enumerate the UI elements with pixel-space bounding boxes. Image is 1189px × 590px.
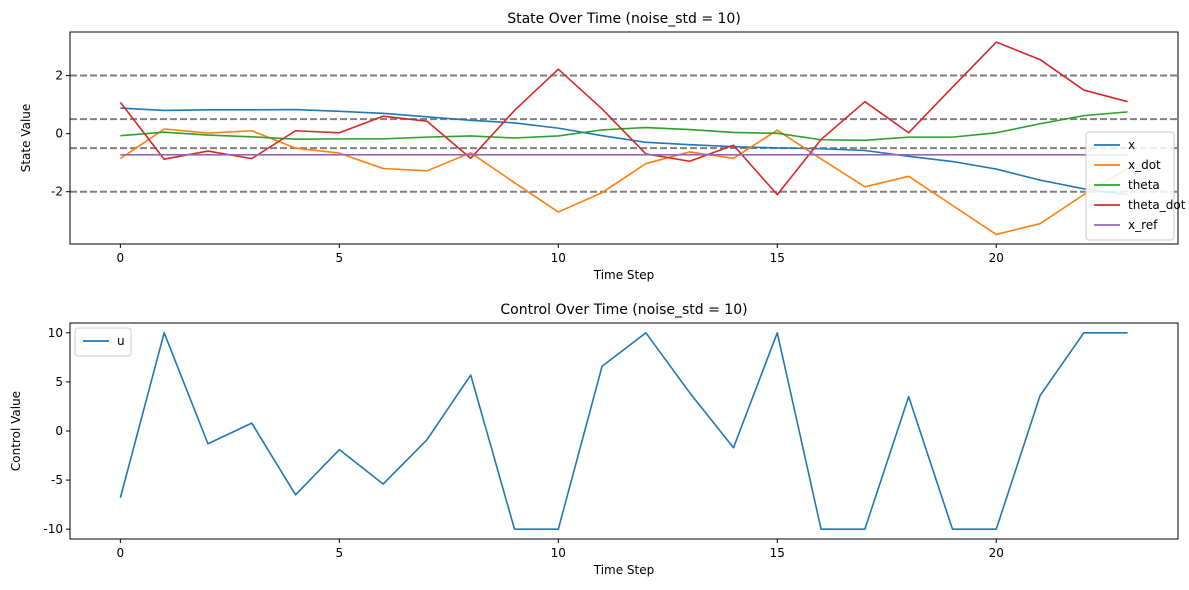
- y-tick-label: 0: [55, 127, 63, 141]
- y-tick-label: -2: [51, 185, 63, 199]
- y-axis-label: Control Value: [9, 391, 23, 471]
- x-tick-label: 5: [336, 546, 344, 560]
- x-tick-label: 0: [117, 251, 125, 265]
- chart-title: Control Over Time (noise_std = 10): [500, 302, 747, 318]
- plot-frame: [69, 31, 1179, 245]
- x-tick-label: 20: [989, 251, 1004, 265]
- x-tick-label: 5: [336, 251, 344, 265]
- y-tick-label: -10: [43, 522, 63, 536]
- x-tick-label: 20: [989, 546, 1004, 560]
- legend-label: u: [117, 334, 125, 348]
- y-axis-label: State Value: [19, 104, 33, 173]
- legend-box: [1085, 131, 1175, 241]
- x-axis-label: Time Step: [593, 268, 655, 282]
- x-axis-label: Time Step: [593, 563, 655, 577]
- y-tick-label: 10: [48, 326, 63, 340]
- legend: u: [74, 327, 132, 357]
- legend-label: theta_dot: [1128, 198, 1186, 212]
- x-tick-label: 15: [770, 546, 785, 560]
- legend-label: x_ref: [1128, 218, 1158, 232]
- legend-label: x: [1128, 138, 1135, 152]
- x-tick-label: 10: [551, 251, 566, 265]
- y-tick-label: 0: [55, 424, 63, 438]
- y-tick-label: 5: [55, 375, 63, 389]
- chart-title: State Over Time (noise_std = 10): [507, 11, 741, 27]
- legend-label: theta: [1128, 178, 1160, 192]
- series-line-theta: [120, 111, 1128, 142]
- y-tick-label: -5: [51, 473, 63, 487]
- y-tick-label: 2: [55, 69, 63, 83]
- series-line-u: [119, 332, 1128, 530]
- x-tick-label: 10: [551, 546, 566, 560]
- legend-label: x_dot: [1128, 158, 1161, 172]
- series-line-theta_dot: [119, 41, 1128, 196]
- series-line-x: [120, 107, 1128, 196]
- series-line-x_dot: [119, 128, 1129, 236]
- legend-box: [74, 327, 132, 357]
- chart-panel-2: 0 5 10 15 20 10 5 0 -5 -10 Control Over Time (nois…: [9, 302, 1179, 577]
- x-tick-label: 15: [770, 251, 785, 265]
- x-tick-label: 0: [117, 546, 125, 560]
- chart-panel-1: 0 5 10 15 20 -2 0 2 State Over Time (noise_std =…: [19, 11, 1186, 282]
